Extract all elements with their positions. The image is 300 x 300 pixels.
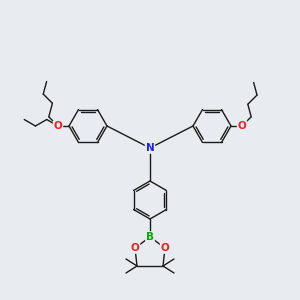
Text: O: O [238, 121, 246, 131]
Text: B: B [146, 232, 154, 242]
Text: O: O [160, 243, 169, 253]
Text: O: O [130, 243, 140, 253]
Text: N: N [146, 143, 154, 153]
Text: O: O [54, 121, 62, 131]
